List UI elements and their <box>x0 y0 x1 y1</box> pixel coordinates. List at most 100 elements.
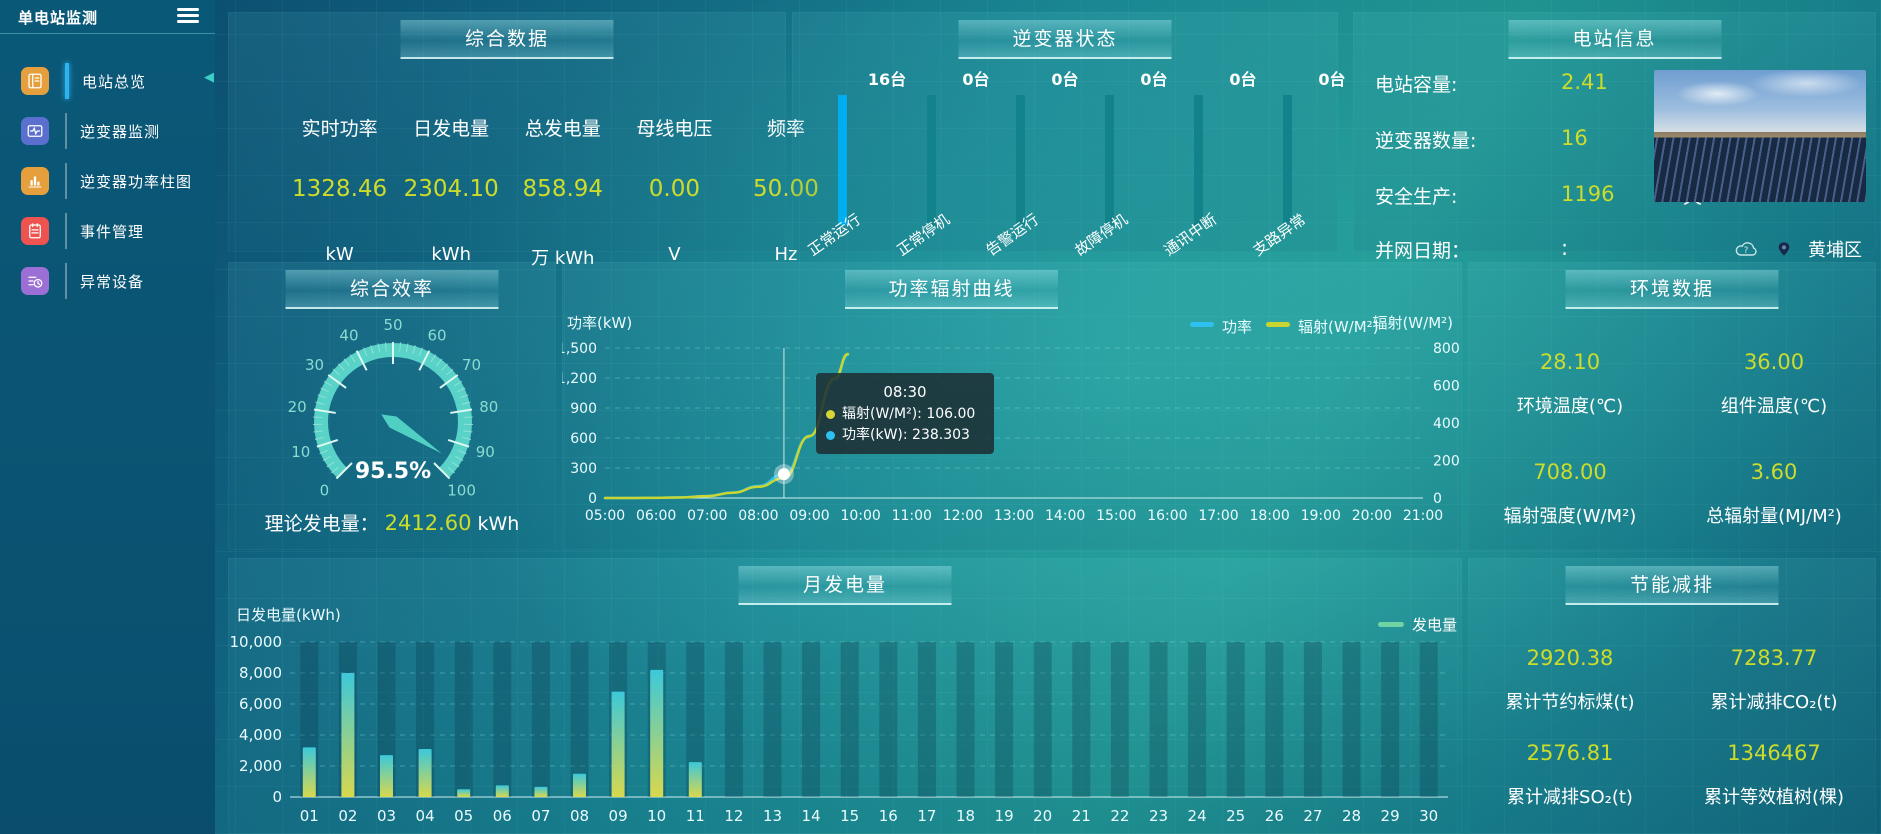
theoretical-unit: kWh <box>477 513 520 535</box>
svg-text:14:00: 14:00 <box>1045 508 1085 524</box>
svg-text:1,500: 1,500 <box>562 341 597 357</box>
saving-label: 累计等效植树(棵) <box>1703 787 1845 808</box>
panel-title-efficiency: 综合效率 <box>285 270 499 309</box>
svg-text:29: 29 <box>1381 807 1400 825</box>
env-label: 环境温度(℃) <box>1516 396 1624 417</box>
metric-unit: kW <box>325 244 354 265</box>
svg-text:10: 10 <box>647 807 666 825</box>
env-label: 总辐射量(MJ/M²) <box>1706 506 1842 527</box>
svg-text:09:00: 09:00 <box>789 508 829 524</box>
metric-value: 1328.46 <box>292 176 388 202</box>
svg-text:20: 20 <box>1033 807 1052 825</box>
info-value: 16 <box>1561 126 1588 150</box>
env-label: 辐射强度(W/M²) <box>1503 506 1637 527</box>
svg-text:09: 09 <box>609 807 628 825</box>
sidebar-item-station-overview[interactable]: 电站总览 <box>0 56 215 106</box>
chart-tooltip: 08:30 辐射(W/M²): 106.00 功率(kW): 238.303 <box>816 373 994 454</box>
summary-metrics: 实时功率 1328.46 kW 日发电量 2304.10 kWh 总发电量 858.94 万… <box>228 52 819 269</box>
sidebar-item-abnormal-devices[interactable]: 异常设备 <box>0 256 215 306</box>
svg-text:04: 04 <box>416 807 435 825</box>
env-value: 36.00 <box>1743 350 1805 374</box>
svg-text:27: 27 <box>1303 807 1322 825</box>
svg-text:18: 18 <box>956 807 975 825</box>
svg-text:60: 60 <box>427 327 446 345</box>
sidebar-item-label: 逆变器功率柱图 <box>80 172 193 191</box>
metric-label: 总发电量 <box>524 118 601 140</box>
svg-text:12:00: 12:00 <box>943 508 983 524</box>
inverter-status-bar <box>1194 95 1203 225</box>
svg-text:800: 800 <box>1433 341 1460 357</box>
tooltip-time: 08:30 <box>883 383 927 401</box>
svg-text:功率(kW): 功率(kW) <box>567 314 632 332</box>
sidebar: 单电站监测 电站总览 逆变器监测 <box>0 0 215 834</box>
location-bar: ? 黄埔区 <box>1734 236 1862 262</box>
sidebar-item-inverter-power-bars[interactable]: 逆变器功率柱图 <box>0 156 215 206</box>
inverter-count: 0台 <box>1051 70 1079 89</box>
item-divider <box>65 213 67 249</box>
panel-inverter-status: 逆变器状态 16台 正常运行 0台 正常停机 0台 告警运行 0台 故障停机 0台 通讯中… <box>792 12 1346 259</box>
metric-unit: V <box>668 244 681 265</box>
svg-text:21:00: 21:00 <box>1403 508 1443 524</box>
svg-text:08: 08 <box>570 807 589 825</box>
sidebar-item-event-management[interactable]: 事件管理 <box>0 206 215 256</box>
tooltip-radiation: 辐射(W/M²): 106.00 <box>842 405 976 422</box>
svg-text:2,000: 2,000 <box>239 757 282 775</box>
tooltip-power: 功率(kW): 238.303 <box>842 426 970 443</box>
radiation-series-dot <box>826 409 835 419</box>
location-pin-icon[interactable] <box>1776 239 1792 259</box>
monthly-generation-chart[interactable]: 0 2,000 4,000 6,000 8,000 10,000 日发电量(kWh) 01 02… <box>228 558 1462 834</box>
panel-title-environment: 环境数据 <box>1565 270 1779 309</box>
item-divider <box>65 263 67 299</box>
metric-unit: kWh <box>431 244 471 265</box>
svg-text:100: 100 <box>447 482 476 500</box>
env-value: 28.10 <box>1539 350 1601 374</box>
info-label: 安全生产: <box>1375 186 1458 208</box>
svg-text:11: 11 <box>686 807 705 825</box>
sidebar-collapse-arrow[interactable]: ◀ <box>204 70 214 85</box>
env-value: 708.00 <box>1533 460 1607 484</box>
power-radiation-chart[interactable]: 0 300 600 900 1,200 1,500 0 200 400 600 800 05:00 06… <box>562 262 1462 550</box>
svg-text:24: 24 <box>1188 807 1207 825</box>
info-label: 逆变器数量: <box>1375 130 1477 152</box>
svg-text:30: 30 <box>1419 807 1438 825</box>
inverter-status-bar <box>838 95 847 225</box>
svg-text:19: 19 <box>995 807 1014 825</box>
sidebar-item-label: 异常设备 <box>80 272 145 291</box>
sidebar-menu: 电站总览 逆变器监测 逆变器功率柱图 <box>0 56 215 306</box>
svg-text:18:00: 18:00 <box>1249 508 1289 524</box>
svg-text:15: 15 <box>840 807 859 825</box>
svg-text:22: 22 <box>1110 807 1129 825</box>
sidebar-item-inverter-monitor[interactable]: 逆变器监测 <box>0 106 215 156</box>
app-title: 单电站监测 <box>18 9 99 27</box>
svg-text:02: 02 <box>338 807 357 825</box>
svg-text:19:00: 19:00 <box>1301 508 1341 524</box>
hamburger-menu-icon[interactable] <box>177 8 199 24</box>
theoretical-generation: 理论发电量： 2412.60 kWh <box>228 509 556 536</box>
event-management-icon <box>21 217 49 245</box>
svg-text:03: 03 <box>377 807 396 825</box>
svg-text:20:00: 20:00 <box>1352 508 1392 524</box>
svg-text:900: 900 <box>570 401 597 417</box>
station-overview-icon <box>21 67 49 95</box>
svg-text:11:00: 11:00 <box>892 508 932 524</box>
weather-cloud-icon[interactable]: ? <box>1734 239 1760 259</box>
svg-text:40: 40 <box>339 327 358 345</box>
abnormal-device-icon <box>21 267 49 295</box>
panel-efficiency: 综合效率 0 10 20 30 40 50 60 70 80 90 100 95.5% 理论发电量： 2… <box>228 262 556 550</box>
svg-text:50: 50 <box>383 316 402 334</box>
saving-value: 2920.38 <box>1526 646 1614 670</box>
location-name: 黄埔区 <box>1808 240 1862 261</box>
svg-text:12: 12 <box>724 807 743 825</box>
env-value: 3.60 <box>1750 460 1798 484</box>
svg-text:13:00: 13:00 <box>994 508 1034 524</box>
svg-text:400: 400 <box>1433 416 1460 432</box>
saving-value: 7283.77 <box>1730 646 1818 670</box>
inverter-status-bar <box>1105 95 1114 225</box>
metric-value: 858.94 <box>522 176 604 202</box>
svg-text:95.5%: 95.5% <box>355 459 431 484</box>
monthly-legend[interactable]: 发电量 <box>1378 614 1457 635</box>
panel-power-radiation: 功率辐射曲线 0 300 600 900 1,200 1,500 0 200 400 600 800… <box>562 262 1462 550</box>
metric-value: 50.00 <box>753 176 819 202</box>
sidebar-item-label: 事件管理 <box>80 222 145 241</box>
